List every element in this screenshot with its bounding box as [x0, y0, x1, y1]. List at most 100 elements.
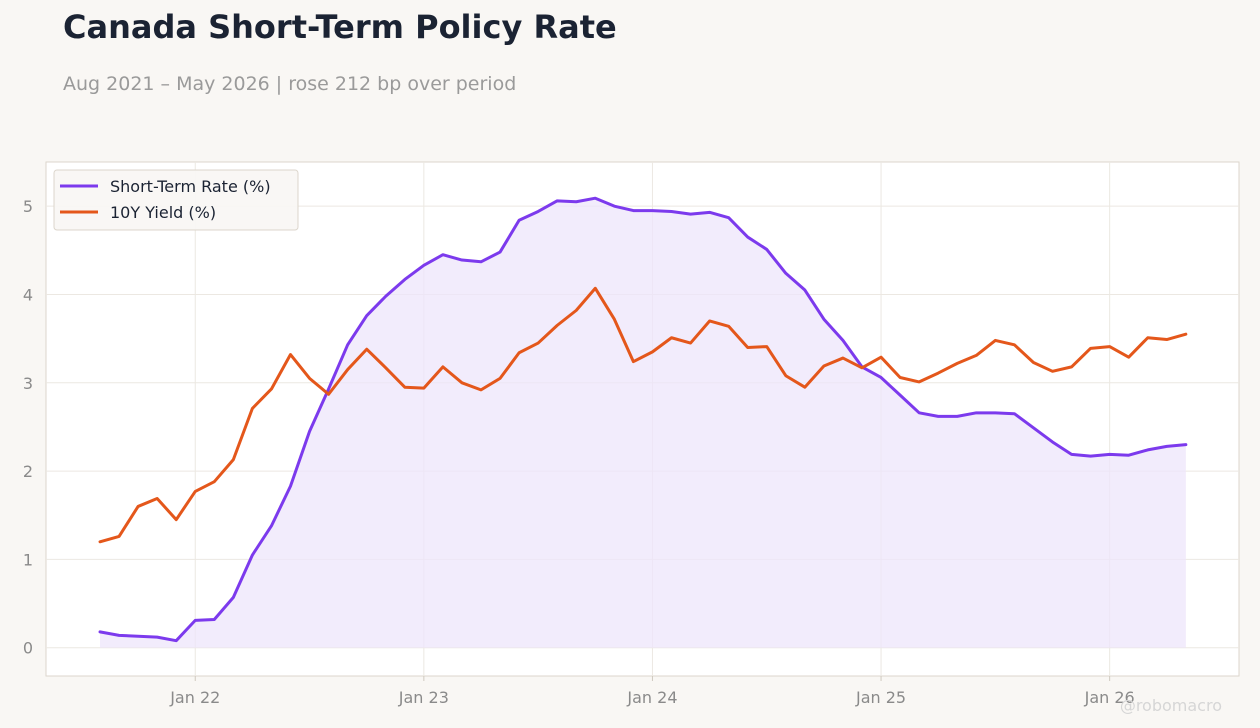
data-point-10y-yield [974, 353, 978, 357]
data-point-10y-yield [1146, 336, 1150, 340]
legend-label-short-term: Short-Term Rate (%) [110, 177, 271, 196]
data-point-short-term-rate [1108, 452, 1112, 456]
data-point-short-term-rate [1146, 448, 1150, 452]
data-point-short-term-rate [1165, 444, 1169, 448]
area-fill-short-term-rate [100, 198, 1186, 648]
data-point-short-term-rate [612, 204, 616, 208]
data-point-short-term-rate [441, 253, 445, 257]
data-point-10y-yield [365, 347, 369, 351]
data-point-10y-yield [650, 350, 654, 354]
data-point-10y-yield [536, 341, 540, 345]
y-tick-label: 4 [23, 285, 33, 304]
data-point-10y-yield [746, 345, 750, 349]
data-point-10y-yield [231, 458, 235, 462]
axis-layer: 0 1 2 3 4 5 Jan 22 Jan 23 Jan 24 Jan 25 Jan 26 [23, 197, 1135, 707]
watermark: @robomacro [1120, 696, 1222, 715]
legend-box [53, 169, 299, 231]
series-layer [98, 196, 1188, 648]
y-tick-label: 3 [23, 374, 33, 393]
y-tick-label: 1 [23, 550, 33, 569]
x-tick-label: Jan 23 [398, 688, 449, 707]
data-point-10y-yield [689, 341, 693, 345]
data-point-short-term-rate [365, 314, 369, 318]
data-point-10y-yield [193, 489, 197, 493]
data-point-short-term-rate [98, 630, 102, 634]
data-point-10y-yield [346, 368, 350, 372]
data-point-short-term-rate [193, 618, 197, 622]
data-point-10y-yield [403, 385, 407, 389]
y-tick-label: 2 [23, 462, 33, 481]
data-point-10y-yield [1089, 346, 1093, 350]
data-point-10y-yield [803, 385, 807, 389]
data-point-short-term-rate [346, 343, 350, 347]
data-point-short-term-rate [746, 235, 750, 239]
data-point-10y-yield [269, 387, 273, 391]
data-point-short-term-rate [708, 210, 712, 214]
legend: Short-Term Rate (%) 10Y Yield (%) [53, 169, 299, 231]
legend-label-10y-yield: 10Y Yield (%) [110, 203, 216, 222]
data-point-10y-yield [517, 351, 521, 355]
data-point-short-term-rate [822, 317, 826, 321]
data-point-short-term-rate [1127, 453, 1131, 457]
data-point-short-term-rate [517, 218, 521, 222]
data-point-short-term-rate [670, 209, 674, 213]
data-point-10y-yield [155, 496, 159, 500]
data-point-10y-yield [1070, 365, 1074, 369]
data-point-10y-yield [879, 355, 883, 359]
data-point-10y-yield [136, 504, 140, 508]
data-point-10y-yield [822, 364, 826, 368]
data-point-10y-yield [860, 366, 864, 370]
data-point-short-term-rate [631, 209, 635, 213]
data-point-short-term-rate [136, 634, 140, 638]
data-point-10y-yield [670, 336, 674, 340]
data-point-short-term-rate [1089, 454, 1093, 458]
data-point-10y-yield [1184, 332, 1188, 336]
data-point-short-term-rate [1051, 440, 1055, 444]
data-point-short-term-rate [689, 212, 693, 216]
data-point-10y-yield [327, 392, 331, 396]
data-point-10y-yield [250, 406, 254, 410]
data-point-10y-yield [727, 324, 731, 328]
y-tick-label: 5 [23, 197, 33, 216]
x-tick-label: Jan 22 [169, 688, 220, 707]
data-point-short-term-rate [727, 216, 731, 220]
data-point-short-term-rate [955, 414, 959, 418]
data-point-10y-yield [1051, 369, 1055, 373]
data-point-short-term-rate [1012, 412, 1016, 416]
data-point-short-term-rate [231, 595, 235, 599]
data-point-short-term-rate [174, 639, 178, 643]
data-point-10y-yield [289, 353, 293, 357]
data-point-short-term-rate [155, 635, 159, 639]
data-point-10y-yield [384, 366, 388, 370]
data-point-short-term-rate [574, 200, 578, 204]
data-point-short-term-rate [650, 209, 654, 213]
data-point-10y-yield [498, 376, 502, 380]
data-point-10y-yield [593, 286, 597, 290]
data-point-short-term-rate [308, 429, 312, 433]
data-point-short-term-rate [289, 484, 293, 488]
data-point-short-term-rate [403, 277, 407, 281]
data-point-short-term-rate [384, 294, 388, 298]
data-point-10y-yield [1127, 355, 1131, 359]
data-point-10y-yield [841, 356, 845, 360]
data-point-10y-yield [936, 371, 940, 375]
data-point-10y-yield [174, 518, 178, 522]
data-point-10y-yield [765, 345, 769, 349]
data-point-short-term-rate [803, 288, 807, 292]
data-point-10y-yield [460, 381, 464, 385]
data-point-short-term-rate [536, 209, 540, 213]
data-point-10y-yield [955, 361, 959, 365]
y-tick-label: 0 [23, 639, 33, 658]
data-point-10y-yield [555, 323, 559, 327]
data-point-short-term-rate [1070, 452, 1074, 456]
data-point-short-term-rate [479, 260, 483, 264]
data-point-short-term-rate [269, 524, 273, 528]
data-point-10y-yield [1031, 360, 1035, 364]
data-point-short-term-rate [898, 393, 902, 397]
x-tick-label: Jan 24 [626, 688, 677, 707]
data-point-10y-yield [1012, 343, 1016, 347]
data-point-10y-yield [574, 308, 578, 312]
data-point-10y-yield [98, 540, 102, 544]
data-point-short-term-rate [917, 411, 921, 415]
